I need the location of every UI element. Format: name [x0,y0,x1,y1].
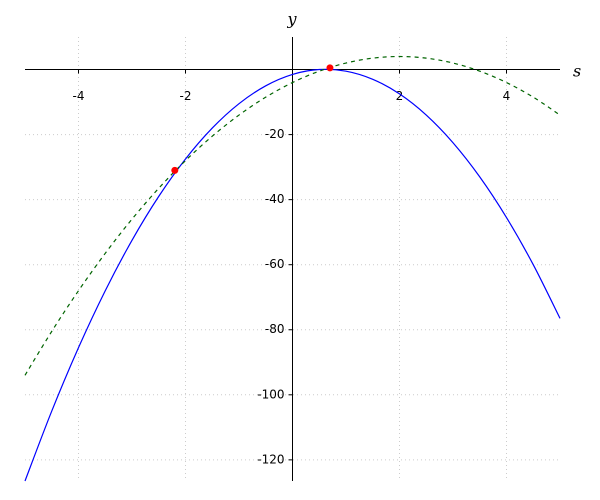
y-tick-label: -60 [265,257,285,271]
y-tick-label: -40 [265,192,285,206]
x-tick-label: -4 [73,89,85,103]
x-tick-label: 4 [503,89,511,103]
y-tick-label: -20 [265,127,285,141]
y-tick-label: -120 [257,452,284,466]
y-axis-label: y [286,10,297,29]
line-series [24,55,561,376]
y-tick-label: -80 [265,322,285,336]
point [326,64,334,72]
x-axis-label: s [573,62,581,81]
x-tick-label: 2 [396,89,404,103]
y-tick-label: -100 [257,387,284,401]
x-tick-label: -2 [180,89,192,103]
line-series [24,68,561,482]
point [171,166,179,174]
